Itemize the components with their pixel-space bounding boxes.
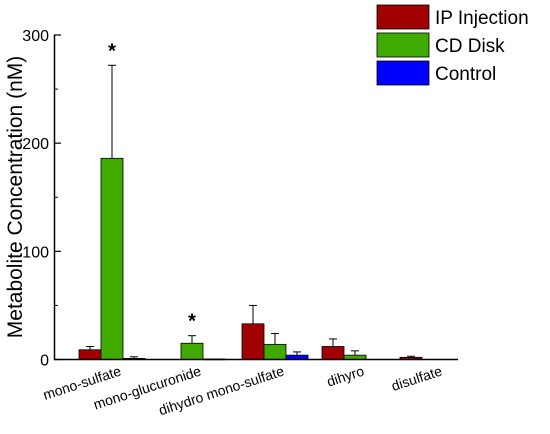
x-tick-label: disulfate [389,363,444,394]
legend: IP Injection CD Disk Control [376,4,529,86]
significance-marker: * [188,311,196,333]
bar-layer [78,157,423,361]
legend-label: Control [435,64,496,85]
x-tick-label: dihyro [325,363,366,390]
bar [78,349,102,360]
y-tick-label: 0 [40,353,49,370]
bar [241,323,265,360]
bar [180,342,204,360]
significance-marker: * [108,40,116,62]
y-tick-label: 100 [22,244,49,261]
annotation-layer: ** [108,40,196,332]
y-tick-label: 200 [22,136,49,153]
legend-swatch [376,32,430,58]
bar [100,157,124,360]
legend-swatch [376,60,430,86]
plot-area: 0 100 200 300 mono-sulfatemono-glucuronided… [22,28,458,418]
legend-label: IP Injection [435,8,529,29]
y-tick-label: 300 [22,28,49,45]
error-bar-layer [86,64,415,360]
y-ticks: 0 100 200 300 [22,28,61,370]
legend-swatch [376,4,430,30]
legend-label: CD Disk [435,36,505,57]
y-axis-title: Metabolite Concentration (nM) [4,56,27,338]
bar [263,343,287,360]
bar [321,346,345,360]
